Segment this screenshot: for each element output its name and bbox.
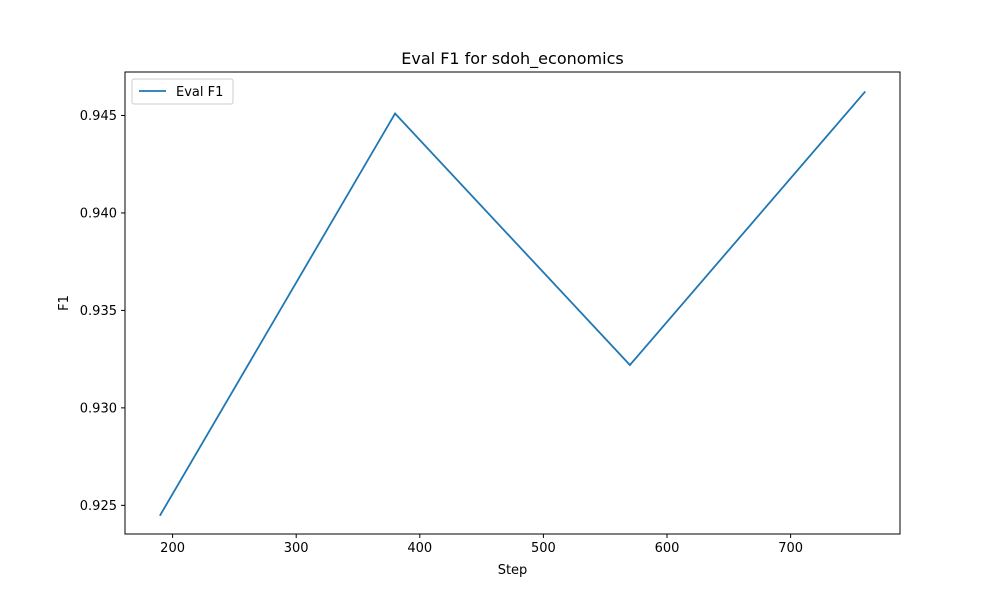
y-tick-label: 0.930 (80, 401, 117, 416)
plot-frame (124, 71, 901, 535)
chart-title: Eval F1 for sdoh_economics (401, 49, 623, 69)
y-tick-label: 0.935 (80, 304, 117, 319)
legend-box (131, 78, 234, 105)
x-tick-label: 400 (407, 541, 432, 556)
x-tick-label: 200 (160, 541, 185, 556)
legend-label-eval-f1: Eval F1 (176, 85, 223, 100)
x-tick-label: 500 (531, 541, 556, 556)
series-layer (159, 91, 866, 516)
legend: Eval F1 (131, 78, 234, 105)
y-axis-label: F1 (57, 295, 72, 311)
data-point (629, 364, 631, 366)
data-point (394, 112, 396, 115)
y-tick-label: 0.925 (80, 499, 117, 514)
y-tick-label: 0.940 (80, 206, 117, 221)
ticks-layer: 200 300 400 500 600 700 0.925 0.930 0.935 0.940 0.… (80, 109, 803, 556)
series-line-eval-f1 (159, 91, 866, 516)
x-tick-label: 300 (284, 541, 309, 556)
data-point (159, 514, 162, 516)
x-tick-label: 700 (778, 541, 803, 556)
x-tick-label: 600 (655, 541, 680, 556)
data-point (863, 91, 866, 93)
y-tick-label: 0.945 (80, 109, 117, 124)
x-axis-label: Step (498, 563, 528, 578)
